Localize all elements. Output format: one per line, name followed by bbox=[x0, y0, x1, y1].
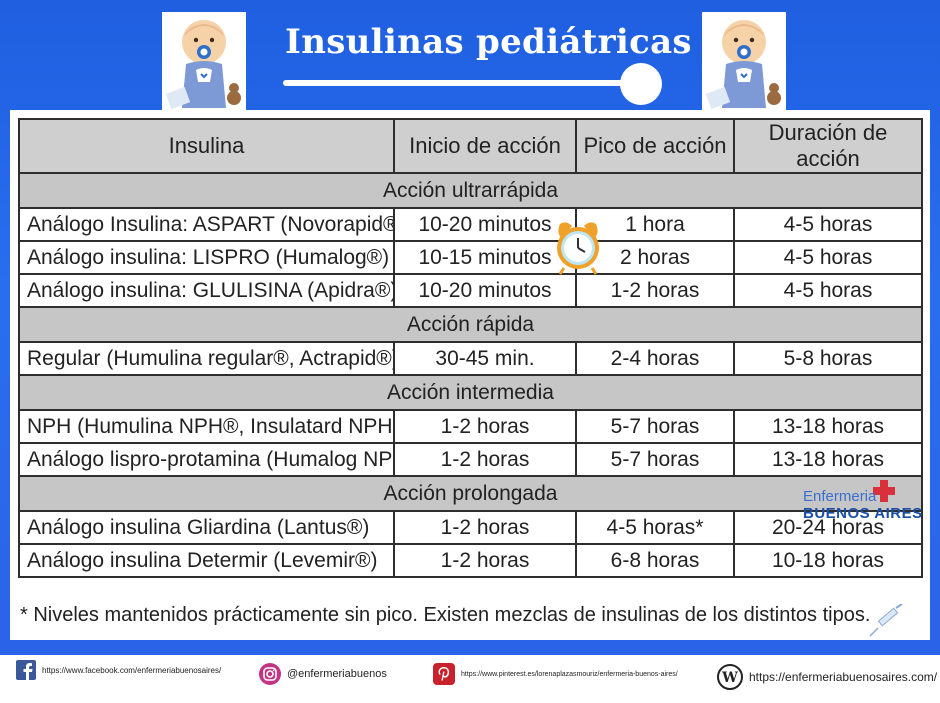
table-row: Análogo insulina: LISPRO (Humalog®) 10-1… bbox=[18, 240, 923, 275]
instagram-handle: @enfermeriabuenos bbox=[287, 668, 387, 680]
insulin-name: Análogo insulina: GLULISINA (Apidra®) bbox=[18, 273, 395, 308]
pinterest-link[interactable]: https://www.pinterest.es/lorenaplazasmou… bbox=[433, 663, 678, 685]
wordpress-url: https://enfermeriabuenosaires.com/ bbox=[749, 670, 938, 684]
table-header-row: Insulina Inicio de acción Pico de acción… bbox=[18, 118, 923, 174]
title-underline bbox=[283, 80, 633, 86]
onset-value: 10-15 minutos bbox=[393, 240, 577, 275]
svg-text:W: W bbox=[721, 670, 738, 686]
table-row: Análogo lispro-protamina (Humalog NPL®) … bbox=[18, 442, 923, 477]
duration-value: 5-8 horas bbox=[733, 341, 923, 376]
peak-value: 5-7 horas bbox=[575, 442, 735, 477]
duration-value: 10-18 horas bbox=[733, 543, 923, 578]
insulin-name: Regular (Humulina regular®, Actrapid®) bbox=[18, 341, 395, 376]
peak-value: 6-8 horas bbox=[575, 543, 735, 578]
onset-value: 1-2 horas bbox=[393, 510, 577, 545]
onset-value: 1-2 horas bbox=[393, 409, 577, 444]
section-title: Acción intermedia bbox=[18, 374, 923, 411]
section-title: Acción ultrarrápida bbox=[18, 172, 923, 209]
wordpress-link[interactable]: W https://enfermeriabuenosaires.com/ bbox=[717, 664, 937, 690]
baby-icon bbox=[702, 12, 786, 112]
section-row: Acción rápida bbox=[18, 306, 923, 343]
table-row: Análogo Insulina: ASPART (Novorapid®) 10… bbox=[18, 207, 923, 242]
insulin-name: NPH (Humulina NPH®, Insulatard NPH®) bbox=[18, 409, 395, 444]
table-row: NPH (Humulina NPH®, Insulatard NPH®) 1-2… bbox=[18, 409, 923, 444]
onset-value: 10-20 minutos bbox=[393, 273, 577, 308]
table-row: Análogo insulina Determir (Levemir®) 1-2… bbox=[18, 543, 923, 578]
table-row: Análogo insulina: GLULISINA (Apidra®) 10… bbox=[18, 273, 923, 308]
duration-value: 13-18 horas bbox=[733, 409, 923, 444]
section-row: Acción prolongada bbox=[18, 475, 923, 512]
peak-value: 4-5 horas* bbox=[575, 510, 735, 545]
onset-value: 1-2 horas bbox=[393, 442, 577, 477]
peak-value: 1 hora bbox=[575, 207, 735, 242]
insulin-name: Análogo insulina Determir (Levemir®) bbox=[18, 543, 395, 578]
column-header: Pico de acción bbox=[575, 118, 735, 174]
peak-value: 5-7 horas bbox=[575, 409, 735, 444]
onset-value: 10-20 minutos bbox=[393, 207, 577, 242]
medical-cross-icon bbox=[873, 480, 895, 502]
brand-line1: Enfermeria bbox=[803, 488, 877, 505]
syringe-icon bbox=[866, 603, 906, 638]
insulin-name: Análogo insulina: LISPRO (Humalog®) bbox=[18, 240, 395, 275]
instagram-link[interactable]: @enfermeriabuenos bbox=[259, 663, 387, 685]
title-underline-dot bbox=[620, 63, 662, 105]
facebook-url: https://www.facebook.com/enfermeriabueno… bbox=[42, 665, 222, 675]
baby-icon bbox=[162, 12, 246, 112]
pinterest-icon bbox=[433, 663, 455, 685]
column-header: Inicio de acción bbox=[393, 118, 577, 174]
onset-value: 1-2 horas bbox=[393, 543, 577, 578]
facebook-link[interactable]: https://www.facebook.com/enfermeriabueno… bbox=[16, 660, 221, 680]
brand-line2: BUENOS AIRES bbox=[803, 505, 923, 522]
column-header: Insulina bbox=[18, 118, 395, 174]
brand-logo: Enfermeria BUENOS AIRES bbox=[803, 480, 923, 525]
onset-value: 30-45 min. bbox=[393, 341, 577, 376]
duration-value: 13-18 horas bbox=[733, 442, 923, 477]
peak-value: 2-4 horas bbox=[575, 341, 735, 376]
duration-value: 4-5 horas bbox=[733, 207, 923, 242]
insulin-name: Análogo insulina Gliardina (Lantus®) bbox=[18, 510, 395, 545]
section-row: Acción ultrarrápida bbox=[18, 172, 923, 209]
table-row: Análogo insulina Gliardina (Lantus®) 1-2… bbox=[18, 510, 923, 545]
insulin-name: Análogo Insulina: ASPART (Novorapid®) bbox=[18, 207, 395, 242]
insulin-table: Insulina Inicio de acción Pico de acción… bbox=[18, 118, 923, 578]
facebook-icon bbox=[16, 660, 36, 680]
wordpress-icon: W bbox=[717, 664, 743, 690]
peak-value: 1-2 horas bbox=[575, 273, 735, 308]
insulin-name: Análogo lispro-protamina (Humalog NPL®) bbox=[18, 442, 395, 477]
section-title: Acción prolongada bbox=[18, 475, 923, 512]
alarm-clock-icon bbox=[552, 214, 604, 276]
footer bbox=[0, 655, 940, 703]
table-row: Regular (Humulina regular®, Actrapid®) 3… bbox=[18, 341, 923, 376]
pinterest-url: https://www.pinterest.es/lorenaplazasmou… bbox=[461, 670, 678, 678]
duration-value: 4-5 horas bbox=[733, 273, 923, 308]
peak-value: 2 horas bbox=[575, 240, 735, 275]
section-title: Acción rápida bbox=[18, 306, 923, 343]
instagram-icon bbox=[259, 663, 281, 685]
column-header: Duración de acción bbox=[733, 118, 923, 174]
page-title: Insulinas pediátricas bbox=[285, 22, 692, 62]
duration-value: 20-24 horas bbox=[733, 510, 923, 545]
footnote: * Niveles mantenidos prácticamente sin p… bbox=[20, 604, 871, 626]
section-row: Acción intermedia bbox=[18, 374, 923, 411]
duration-value: 4-5 horas bbox=[733, 240, 923, 275]
